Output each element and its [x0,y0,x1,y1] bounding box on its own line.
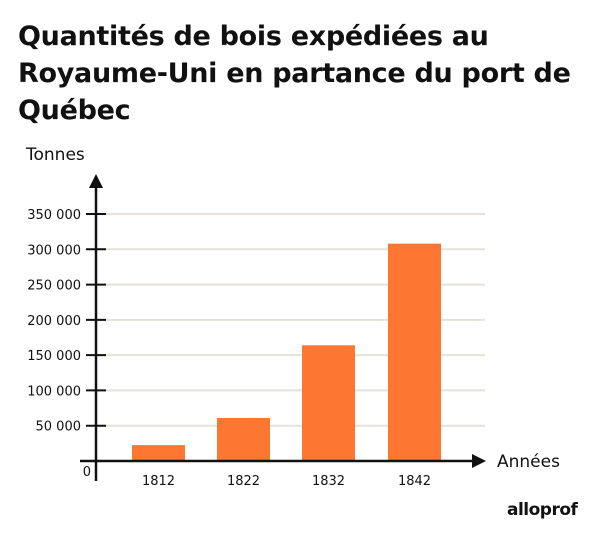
y-axis-label: Tonnes [25,145,85,165]
x-tick-label: 1822 [227,474,260,489]
bar-1812 [132,445,185,461]
x-axis-label: Années [497,452,560,472]
bar-1832 [302,345,355,461]
x-tick-label: 1832 [312,474,345,489]
y-tick-label: 100 000 [27,384,81,399]
y-tick-label: 150 000 [27,349,81,364]
chart-title: Quantités de bois expédiées au Royaume-U… [18,21,571,126]
y-tick-label: 250 000 [27,279,81,294]
bar-1822 [217,417,270,461]
y-tick-label: 350 000 [27,208,81,223]
y-tick-label: 300 000 [27,243,81,258]
y-tick-label: 50 000 [36,420,82,435]
x-axis-arrow-icon [472,454,486,468]
y-tick-label: 200 000 [27,314,81,329]
y-tick-label: 0 [83,465,91,480]
alloprof-logo: alloprof [507,500,578,520]
bar-1842 [388,243,441,461]
y-axis-arrow-icon [89,174,103,188]
x-tick-label: 1812 [142,474,175,489]
x-tick-label: 1842 [398,474,431,489]
